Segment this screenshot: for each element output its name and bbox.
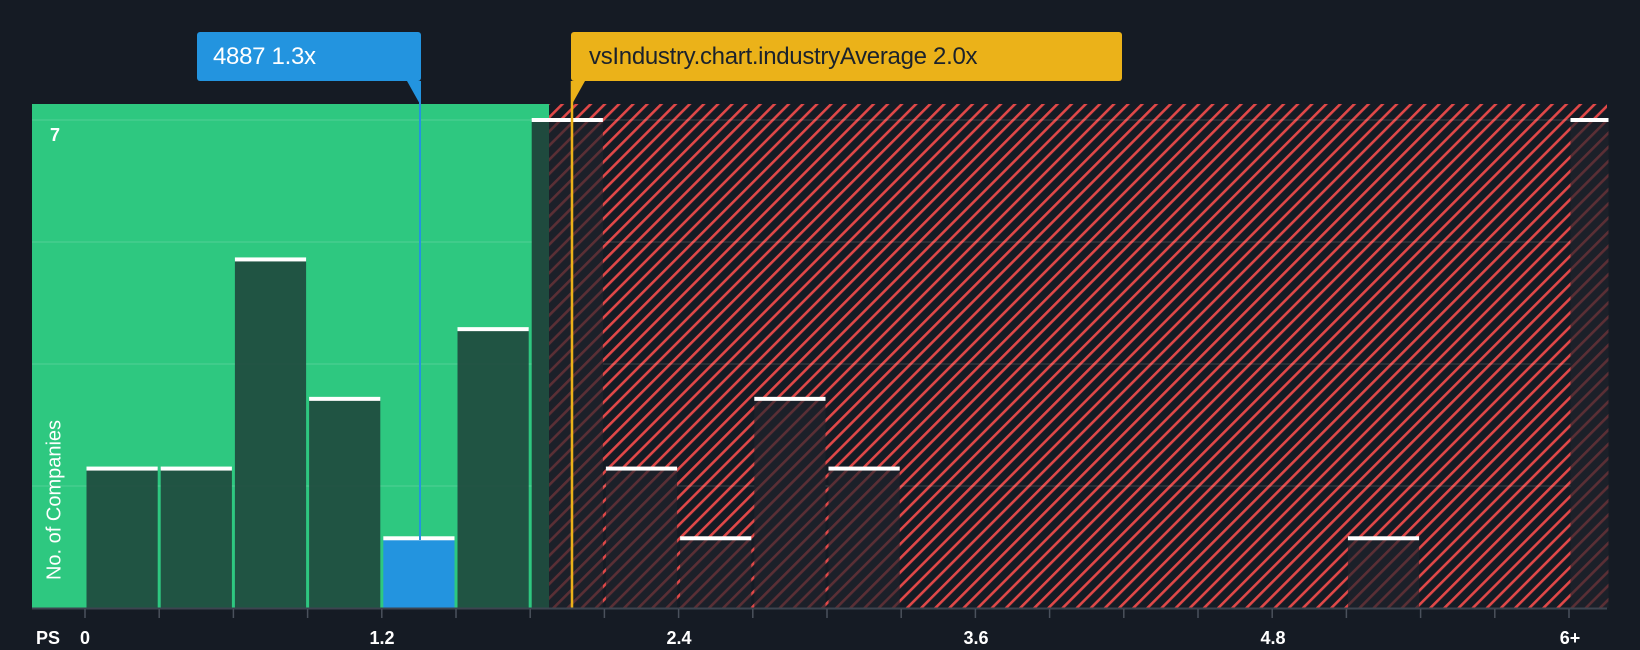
histogram-bar — [828, 466, 900, 608]
y-axis-title: No. of Companies — [43, 419, 66, 581]
industry-callout-pointer — [571, 81, 585, 106]
x-axis-label: 6+ — [1559, 628, 1581, 648]
company-ps-callout: 4887 1.3x — [197, 32, 421, 81]
bar-cap — [680, 536, 752, 541]
x-axis-label: 4.8 — [1260, 628, 1286, 648]
industry-average-callout: vsIndustry.chart.industryAverage 2.0x — [571, 32, 1122, 81]
bar-cap — [1570, 118, 1609, 122]
x-axis-label: 0 — [79, 628, 91, 648]
bar-cap — [309, 396, 381, 401]
histogram-bar — [383, 536, 455, 608]
bar-cap — [383, 536, 455, 541]
histogram-bar — [680, 536, 752, 608]
histogram-bar — [754, 396, 826, 608]
x-axis-label: 1.2 — [369, 628, 395, 648]
overvalued-zone — [549, 104, 1607, 608]
histogram-bar — [160, 466, 232, 608]
bar-cap — [1347, 536, 1420, 541]
bar-cap — [754, 396, 826, 401]
histogram-bar — [309, 396, 381, 608]
bar-cap — [531, 118, 603, 122]
histogram-bar — [234, 257, 307, 608]
bar-cap — [234, 257, 307, 262]
histogram-bar — [605, 466, 678, 608]
x-axis-ticks — [84, 609, 1570, 618]
bar-cap — [828, 466, 900, 471]
bar-cap — [86, 466, 158, 471]
bar-cap — [457, 327, 529, 332]
x-axis-label: 2.4 — [666, 628, 692, 648]
y-axis-max-label: 7 — [50, 125, 61, 145]
histogram-bars — [86, 118, 1609, 608]
histogram-bar — [1570, 118, 1609, 608]
histogram-bar — [1347, 536, 1420, 608]
x-axis-label: 3.6 — [963, 628, 989, 648]
x-axis-title: PS — [36, 628, 61, 648]
histogram-bar — [531, 118, 603, 608]
bar-cap — [605, 466, 678, 471]
bar-cap — [160, 466, 232, 471]
histogram-bar — [457, 327, 529, 608]
company-callout-pointer — [407, 81, 421, 106]
histogram-bar — [86, 466, 158, 608]
